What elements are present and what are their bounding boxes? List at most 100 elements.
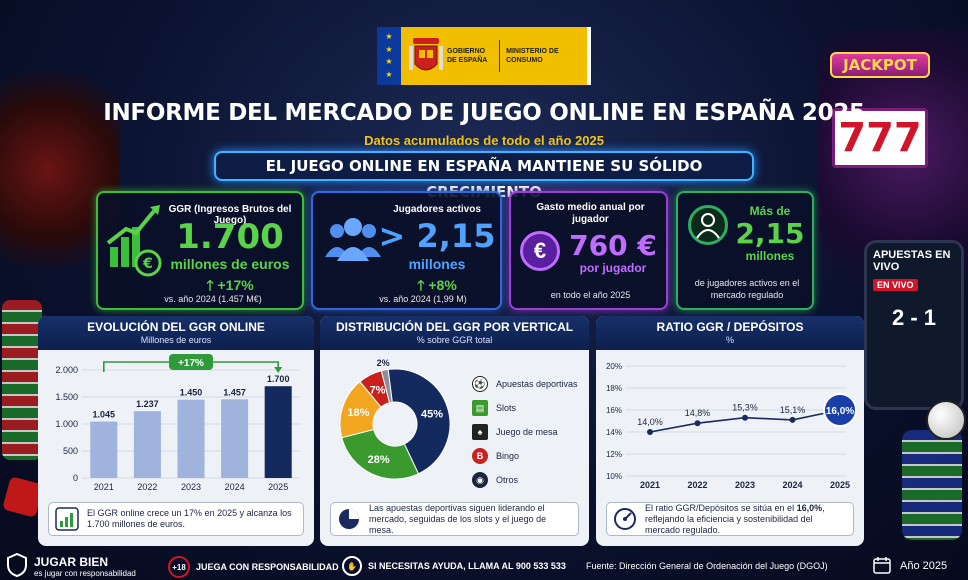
y-tick-label: 14% — [606, 428, 622, 437]
cards-icon: ♠ — [472, 424, 488, 440]
gauge-icon — [613, 507, 637, 531]
footer-brand-sub: es jugar con responsabilidad — [34, 568, 136, 578]
gamepad-icon: ◉ — [472, 472, 488, 488]
slot-icon: ▤ — [472, 400, 488, 416]
kpi-players-compare: vs. año 2024 (1,99 M) — [379, 294, 467, 304]
x-tick-label: 2023 — [735, 480, 755, 490]
ggr-bar-chart: 0 500 1.000 1.500 2.000 1.045 2021 1.237 2022 1.4… — [55, 354, 300, 492]
bar — [133, 411, 161, 478]
legend-item: ▤ Slots — [472, 396, 582, 420]
growth-badge — [169, 354, 213, 370]
chart-note: Las apuestas deportivas siguen liderando… — [330, 502, 579, 536]
footer-responsible: JUEGA CON RESPONSABILIDAD — [196, 562, 339, 572]
chart-subtitle: Millones de euros — [140, 335, 212, 345]
ggr-evolution-panel: EVOLUCIÓN DEL GGR ONLINE Millones de eur… — [38, 316, 314, 546]
data-label: 15,3% — [732, 403, 758, 413]
logo-gov-text: GOBIERNO DE ESPAÑA — [447, 48, 488, 64]
kpi-ggr-value: 1.700 — [176, 217, 284, 257]
chart-note-text: El ratio GGR/Depósitos se sitúa en el — [645, 502, 797, 513]
footer-help: SI NECESITAS AYUDA, LLAMA AL 900 533 533 — [368, 561, 566, 571]
phone-score: 2 - 1 — [891, 305, 937, 330]
kpi-spend-value: 760 € — [569, 229, 657, 262]
kpi-spend-unit: por jugador — [579, 261, 647, 275]
y-tick-label: 1.000 — [55, 419, 78, 429]
data-point — [742, 414, 748, 421]
kpi-spend-note: en todo el año 2025 — [550, 290, 631, 300]
growth-arrow — [274, 367, 283, 373]
chips-right-decoration — [902, 430, 962, 540]
data-label: 1.450 — [180, 388, 203, 398]
x-tick-label: 2022 — [687, 480, 707, 490]
kpi-ggr-card: € GGR (Ingresos Brutos del Juego) 1.700 … — [96, 191, 304, 310]
arrow-up-icon: 🡑 — [417, 277, 429, 293]
legend-item: ♠ Juego de mesa — [472, 420, 582, 444]
eu-flag-icon: ★ ★ ★ ★ — [377, 27, 401, 85]
slice-label: 7% — [370, 385, 386, 397]
data-label: 15,1% — [780, 405, 806, 415]
bar — [264, 386, 292, 478]
y-tick-label: 20% — [606, 362, 622, 371]
y-tick-label: 10% — [606, 472, 622, 481]
pie-slice — [341, 428, 420, 480]
legend-label: Apuestas deportivas — [496, 379, 578, 389]
kpi-regulated-value: 2,15 — [735, 217, 805, 250]
data-label: 14,0% — [637, 417, 663, 427]
kpi-ggr-change: +17% — [217, 277, 254, 293]
kpi-players-value: > 2,15 — [378, 217, 496, 255]
bar — [90, 421, 118, 478]
calendar-icon — [872, 555, 892, 577]
arrow-up-icon: 🡑 — [206, 277, 218, 293]
soccer-ball-icon: ⚽ — [472, 376, 488, 392]
kpi-regulated-note: de jugadores activos en el mercado regul… — [694, 278, 800, 300]
pie-chart-icon — [337, 507, 361, 531]
chart-subtitle: % sobre GGR total — [416, 335, 493, 345]
x-tick-label: 2022 — [137, 482, 157, 492]
legend-label: Slots — [496, 403, 517, 413]
phone-decoration: APUESTAS EN VIVO EN VIVO 2 - 1 — [864, 240, 964, 410]
chart-growth-icon — [55, 507, 79, 531]
footer-year: Año 2025 — [900, 560, 948, 572]
legend-item: B Bingo — [472, 444, 582, 468]
data-label: 1.237 — [136, 399, 159, 409]
kpi-regulated-label: Más de — [749, 204, 791, 218]
jackpot-sign: JACKPOT — [830, 52, 930, 78]
kpi-regulated-unit: millones — [745, 249, 795, 263]
kpi-ggr-label: GGR (Ingresos Brutos del Juego) — [168, 204, 292, 226]
kpi-spend-card: Gasto medio anual por jugador € 760 € po… — [509, 191, 668, 310]
bar — [177, 399, 205, 478]
x-tick-label: 2024 — [225, 482, 245, 492]
chips-left-decoration — [2, 300, 42, 460]
kpi-ggr-unit: millones de euros — [170, 256, 290, 272]
bar — [221, 399, 249, 478]
data-label: 16,0% — [826, 406, 854, 417]
bingo-ball-icon: B — [472, 448, 488, 464]
x-tick-label: 2025 — [830, 480, 850, 490]
ggr-ratio-line-chart: 10% 12% 14% 16% 18% 20% 14,0% 2021 14,8% 2022 15,3… — [606, 362, 857, 490]
age-badge: +18 — [168, 556, 190, 578]
growth-chart-icon: € — [106, 203, 162, 277]
svg-text:€: € — [142, 256, 153, 272]
legend-label: Otros — [496, 475, 519, 485]
chart-title: DISTRIBUCIÓN DEL GGR POR VERTICAL — [335, 320, 574, 334]
legend-label: Bingo — [496, 451, 520, 461]
shield-icon — [6, 552, 28, 579]
legend-item: ◉ Otros — [472, 468, 582, 492]
chart-note-text: El GGR online crece un 17% en 2025 y alc… — [87, 508, 292, 529]
series-line — [649, 409, 841, 433]
chart-note: El GGR online crece un 17% en 2025 y alc… — [48, 502, 304, 536]
x-tick-label: 2021 — [640, 480, 660, 490]
chart-note-text: , reflejando la eficiencia y sostenibili… — [645, 502, 825, 535]
soccer-ball-icon — [926, 400, 966, 440]
slice-label: 2% — [377, 358, 390, 368]
headline-banner: EL JUEGO ONLINE EN ESPAÑA MANTIENE SU SÓ… — [214, 151, 754, 201]
chart-title: RATIO GGR / DEPÓSITOS — [656, 320, 804, 334]
kpi-players-label: Jugadores activos — [393, 204, 481, 215]
kpi-players-unit: millones — [408, 256, 466, 272]
pie-slice — [387, 368, 451, 475]
kpi-spend-label: Gasto medio anual por jugador — [536, 202, 645, 225]
ggr-ratio-panel: RATIO GGR / DEPÓSITOS % 10% 12% 14% 16% 18% 2… — [596, 316, 864, 546]
y-tick-label: 16% — [606, 406, 622, 415]
y-tick-label: 1.500 — [55, 392, 78, 402]
slot-reels: 777 — [832, 108, 928, 168]
government-logo: ★ ★ ★ ★ GOBIERNO DE ESPAÑA MINISTERIO DE CO… — [377, 27, 591, 85]
